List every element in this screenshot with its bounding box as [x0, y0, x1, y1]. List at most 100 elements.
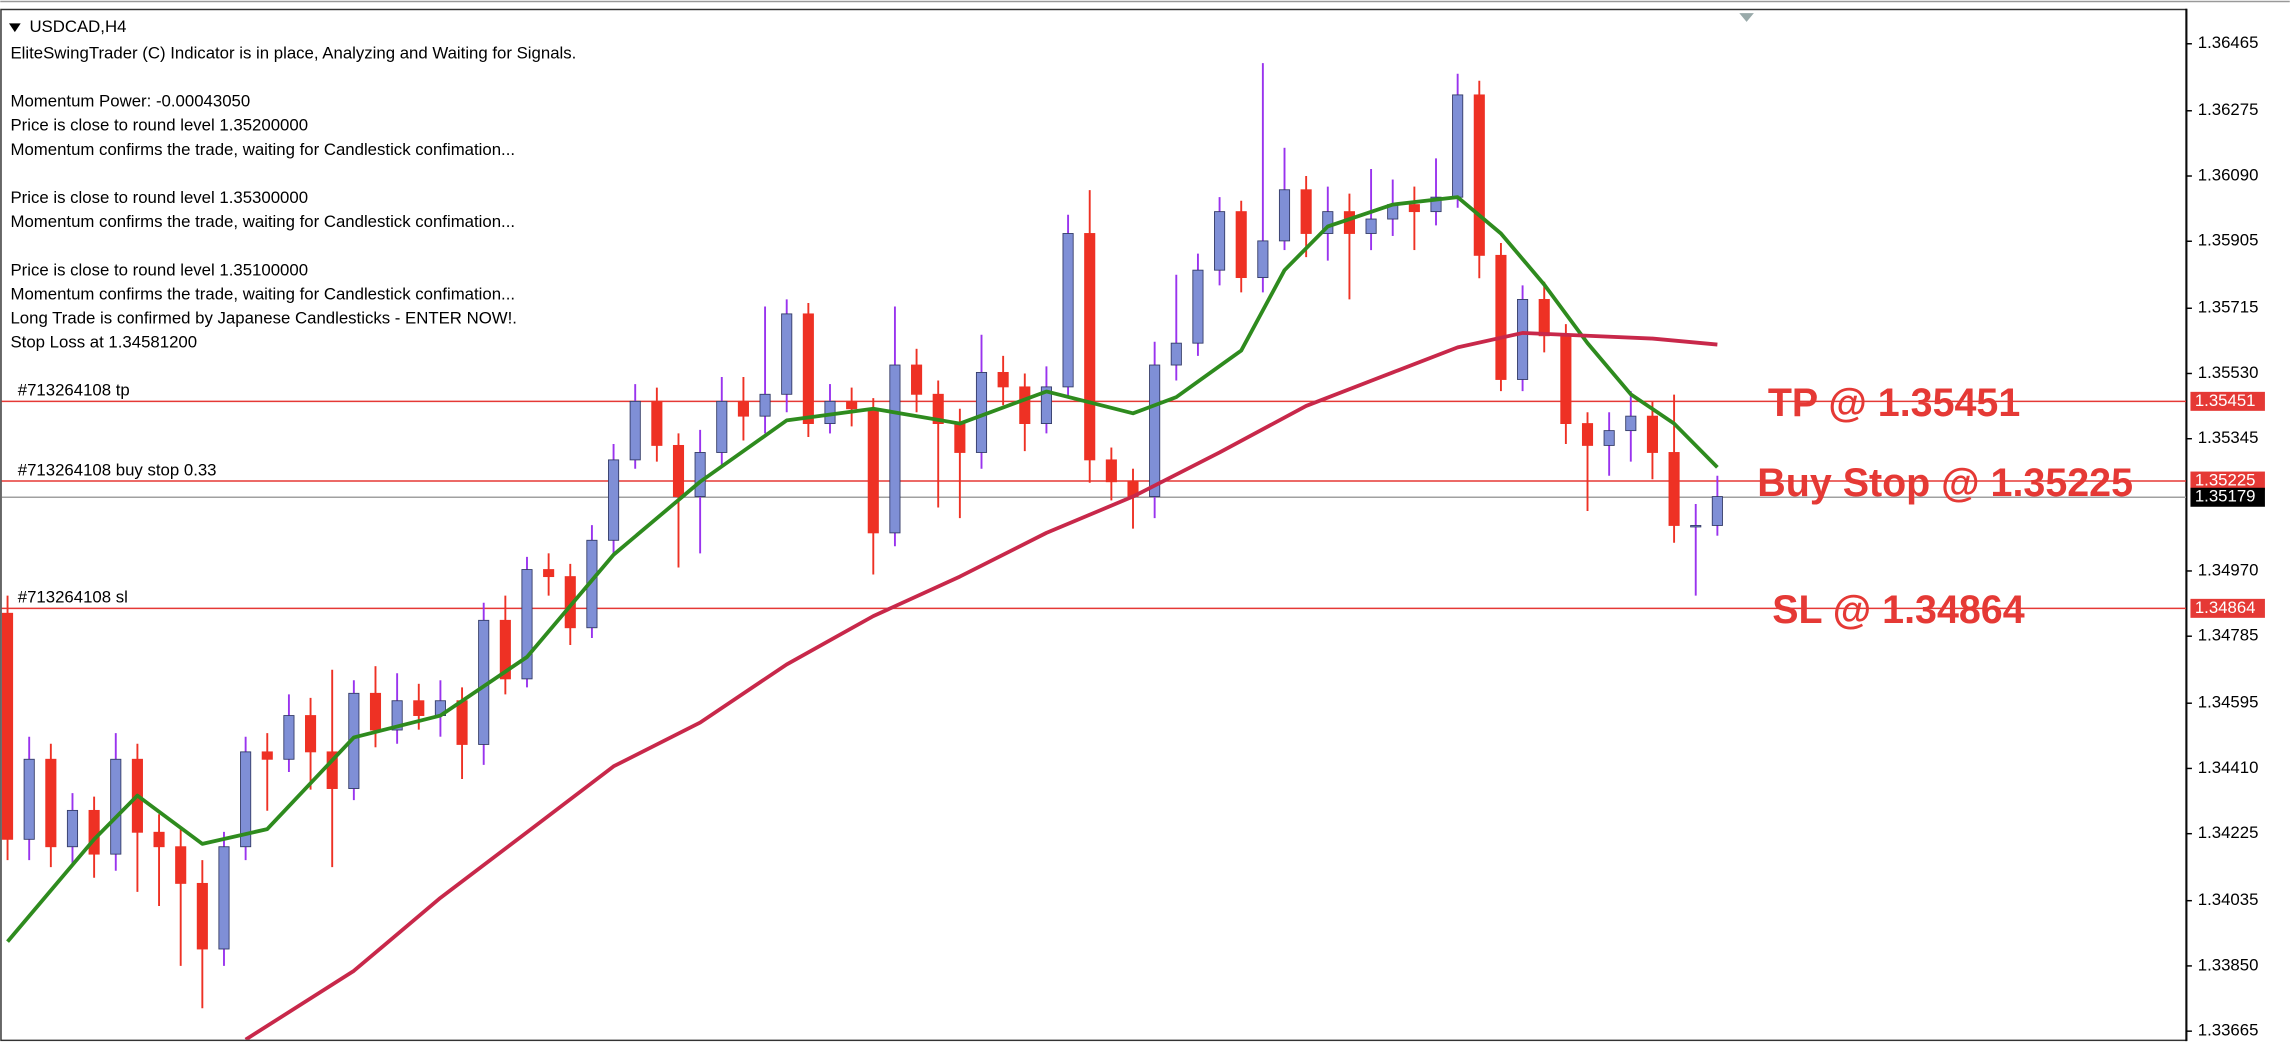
candle-body — [1581, 423, 1594, 446]
y-tick-label: 1.36275 — [2198, 100, 2259, 119]
y-tick-label: 1.34035 — [2198, 890, 2259, 909]
candle-body — [1625, 415, 1637, 432]
price-label: 1.35225 — [2195, 470, 2256, 489]
current-price-box — [2190, 487, 2265, 507]
y-tick-label: 1.35530 — [2198, 363, 2259, 382]
candle-body — [867, 408, 879, 534]
candle-body — [456, 700, 468, 745]
candle-body — [1019, 386, 1031, 424]
level-name: #713264108 sl — [18, 588, 128, 607]
info-line: Price is close to round level 1.35200000 — [10, 116, 308, 135]
y-tick-label: 1.34410 — [2198, 758, 2259, 777]
candle-body — [1105, 459, 1117, 483]
candle-body — [1711, 496, 1723, 526]
menu-arrow — [9, 23, 21, 33]
candle-body — [1300, 189, 1312, 234]
candle-body — [672, 444, 685, 497]
candle-body — [1603, 430, 1615, 446]
level-name: #713264108 buy stop 0.33 — [18, 460, 217, 479]
candle-body — [1214, 211, 1226, 271]
candle-body — [1517, 298, 1529, 380]
price-label: 1.35451 — [2195, 391, 2256, 410]
candle-body — [932, 393, 944, 424]
y-tick-label: 1.35345 — [2198, 428, 2259, 447]
candle-body — [781, 313, 793, 395]
candle-body — [1430, 196, 1442, 213]
candle-body — [1495, 254, 1507, 380]
candle-body — [1322, 211, 1334, 234]
price-label-box — [2190, 391, 2265, 411]
candle-body — [1343, 211, 1355, 234]
candle-body — [651, 400, 663, 446]
candle-body — [1365, 218, 1377, 234]
candle-body — [1062, 233, 1074, 388]
candle-body — [911, 364, 923, 395]
candle-body — [1278, 189, 1291, 242]
candle-body — [218, 846, 230, 950]
candle-body — [521, 569, 533, 680]
overlay: EliteSwingTrader (C) Indicator is in pla… — [10, 33, 2265, 1040]
level-annotation: TP @ 1.35451 — [1768, 381, 2020, 425]
candle-body — [1646, 415, 1658, 453]
candle-body — [1235, 211, 1247, 279]
moving-average — [6, 195, 1719, 943]
candle-body — [391, 700, 403, 731]
info-line: Momentum Power: -0.00043050 — [10, 92, 250, 111]
price-label-box — [2190, 471, 2265, 491]
candle-body — [543, 569, 555, 578]
info-line: EliteSwingTrader (C) Indicator is in pla… — [10, 43, 576, 62]
level-annotation: SL @ 1.34864 — [1772, 588, 2024, 632]
candle-body — [499, 619, 511, 680]
candle-body — [1452, 94, 1464, 198]
candle-body — [694, 452, 706, 497]
candle-body — [1257, 240, 1269, 279]
level-annotation: Buy Stop @ 1.35225 — [1757, 461, 2133, 505]
candle-body — [1560, 335, 1572, 424]
candle-body — [110, 758, 122, 855]
candle-body — [1040, 386, 1052, 424]
candle-body — [759, 393, 771, 417]
candle-body — [413, 700, 425, 716]
candle-body — [196, 882, 208, 950]
chart-title: USDCAD,H4 — [29, 17, 126, 36]
info-line: Momentum confirms the trade, waiting for… — [10, 140, 515, 159]
moving-average — [244, 331, 1718, 1040]
y-tick-label: 1.34970 — [2198, 560, 2259, 579]
y-tick-label: 1.35905 — [2198, 231, 2259, 250]
candle-body — [608, 459, 620, 541]
plot-area — [1, 63, 2187, 1040]
candle-body — [369, 692, 382, 731]
candle-body — [1408, 204, 1420, 213]
info-line: Price is close to round level 1.35100000 — [10, 260, 308, 279]
shift-marker — [1739, 13, 1754, 22]
y-tick-label: 1.33665 — [2198, 1021, 2259, 1040]
candle-body — [88, 809, 100, 855]
y-tick-label: 1.35715 — [2198, 298, 2259, 317]
y-tick-label: 1.36465 — [2198, 33, 2259, 52]
candle-body — [283, 715, 295, 760]
info-line: Momentum confirms the trade, waiting for… — [10, 284, 515, 303]
candle-body — [1084, 233, 1096, 461]
level-name: #713264108 tp — [18, 381, 130, 400]
y-tick-label: 1.36090 — [2198, 165, 2259, 184]
y-tick-label: 1.34225 — [2198, 823, 2259, 842]
candle-body — [1538, 298, 1550, 337]
candle-body — [716, 400, 728, 453]
candle-body — [1668, 452, 1680, 526]
candle-body — [954, 423, 966, 453]
candle-body — [1690, 525, 1702, 528]
y-tick-label: 1.34785 — [2198, 626, 2259, 645]
candle-body — [846, 400, 858, 410]
candle-body — [1170, 342, 1182, 366]
candle-body — [1192, 269, 1204, 344]
candle-body — [802, 313, 814, 424]
candle-body — [997, 371, 1009, 388]
candle-body — [2, 612, 14, 840]
candle-body — [889, 364, 901, 534]
y-tick-label: 1.34595 — [2198, 693, 2259, 712]
info-line: Long Trade is confirmed by Japanese Cand… — [10, 308, 516, 327]
candle-body — [240, 751, 252, 848]
candle-body — [175, 846, 187, 884]
